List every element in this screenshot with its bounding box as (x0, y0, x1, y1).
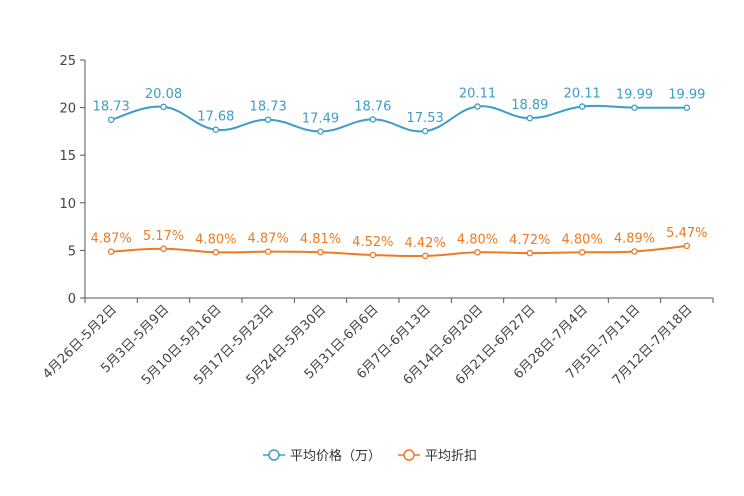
legend-marker-icon (403, 449, 415, 461)
data-point (160, 103, 167, 111)
chart-series: 18.73 20.08 17.68 18.73 17.49 18.76 17.53 20.11… (91, 87, 707, 260)
y-tick-label: 10 (59, 197, 76, 212)
data-label: 18.73 (250, 100, 287, 115)
data-label: 17.68 (197, 110, 234, 125)
data-label: 4.52% (352, 235, 393, 250)
data-label: 4.80% (562, 232, 603, 247)
data-label: 5.47% (666, 226, 707, 241)
data-label: 4.87% (248, 232, 289, 247)
data-point (160, 245, 167, 253)
data-label: 4.80% (195, 232, 236, 247)
data-point (369, 251, 377, 259)
y-tick-label: 5 (68, 244, 76, 259)
data-point (526, 114, 534, 122)
data-point (107, 116, 115, 123)
y-tick-label: 0 (68, 292, 76, 307)
data-point (264, 248, 272, 255)
data-point (578, 249, 586, 256)
y-tick-label: 25 (59, 54, 76, 69)
data-label: 19.99 (668, 88, 705, 103)
legend-marker-icon (268, 449, 280, 461)
data-point (212, 126, 220, 133)
legend-label: 平均价格（万） (290, 448, 381, 464)
data-point (421, 252, 429, 260)
data-point (474, 249, 481, 256)
data-point (317, 248, 324, 256)
data-label: 4.72% (509, 233, 550, 248)
chart-legend[interactable]: 平均价格（万） 平均折扣 (263, 448, 477, 464)
data-point (526, 249, 534, 257)
data-label: 17.53 (407, 111, 444, 126)
data-label: 20.11 (564, 87, 601, 102)
data-label: 17.49 (302, 111, 339, 126)
data-point (474, 103, 481, 110)
data-label: 20.08 (145, 87, 182, 102)
data-label: 4.81% (300, 232, 341, 247)
legend-label: 平均折扣 (425, 449, 477, 464)
series-line-0 (110, 104, 687, 133)
data-label: 4.89% (614, 231, 655, 246)
data-label: 4.80% (457, 232, 498, 247)
y-tick-label: 20 (59, 102, 76, 117)
data-point (683, 242, 691, 250)
data-point (631, 248, 638, 255)
legend-item-1[interactable]: 平均折扣 (398, 449, 477, 464)
data-label: 20.11 (459, 87, 496, 102)
data-point (631, 104, 638, 111)
data-point (317, 128, 324, 135)
series-line-1 (111, 244, 687, 258)
data-label: 18.76 (354, 99, 391, 114)
data-point (683, 104, 691, 111)
data-point (212, 249, 220, 256)
data-label: 18.73 (93, 100, 130, 115)
data-label: 19.99 (616, 88, 653, 103)
data-point (369, 116, 377, 123)
data-point (264, 116, 272, 123)
legend-item-0[interactable]: 平均价格（万） (263, 448, 381, 464)
data-point (578, 103, 586, 110)
data-label: 4.87% (91, 232, 132, 247)
data-point (107, 248, 115, 255)
data-label: 4.42% (405, 236, 446, 251)
data-point (421, 127, 429, 135)
y-tick-label: 15 (59, 149, 76, 164)
data-label: 5.17% (143, 229, 184, 244)
data-label: 18.89 (511, 98, 548, 113)
